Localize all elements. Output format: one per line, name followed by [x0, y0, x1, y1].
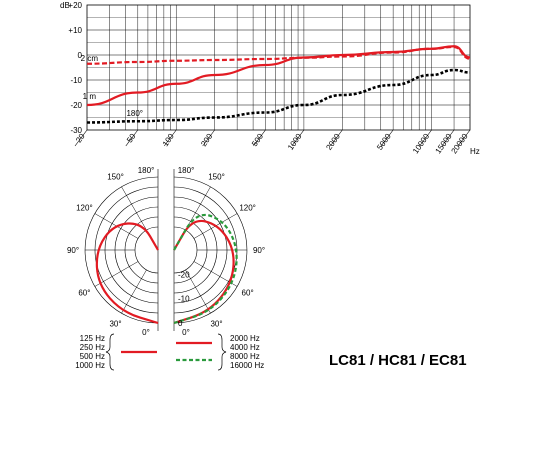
polar-angle-label-left: 180°	[138, 166, 155, 175]
x-tick-mark	[380, 129, 394, 147]
series-label-2cm: 2 cm	[81, 54, 99, 63]
polar-angle-label-left: 150°	[107, 172, 124, 181]
x-tick-mark	[125, 129, 139, 147]
polar-angle-label-right: 60°	[242, 289, 254, 298]
x-tick-label: 10000	[411, 132, 431, 156]
frequency-curves	[86, 45, 471, 124]
x-tick-mark	[74, 129, 88, 147]
x-tick-label: 2000	[324, 132, 342, 152]
polar-ring-right	[173, 226, 198, 274]
x-tick-label: 20000	[450, 132, 470, 156]
polar-spoke-left	[121, 269, 147, 314]
x-tick-mark	[202, 129, 215, 147]
polar-spoke-left	[94, 261, 139, 287]
x-tick-label: 1000	[286, 132, 304, 152]
polar-angle-label-left: 120°	[76, 204, 93, 213]
legend-left-3: 1000 Hz	[75, 361, 105, 370]
legend-right-solid-0: 2000 Hz	[230, 334, 260, 343]
legend-right-solid-1: 4000 Hz	[230, 343, 260, 352]
polar-legend: 125 Hz 250 Hz 500 Hz 1000 Hz 2000 Hz 400…	[75, 333, 264, 371]
y-tick-label: 0	[78, 51, 83, 60]
polar-angle-label-right: 150°	[208, 172, 225, 181]
y-tick-label: -10	[70, 76, 82, 85]
series-label-1m: 1 m	[83, 92, 97, 101]
polar-ring-label: -20	[178, 270, 190, 279]
polar-angle-label-left: 0°	[142, 328, 150, 337]
x-unit-label: Hz	[470, 147, 480, 156]
legend-left-0: 125 Hz	[80, 334, 105, 343]
legend-left-2: 500 Hz	[80, 352, 105, 361]
polar-angle-label-left: 60°	[78, 289, 90, 298]
x-tick-mark	[330, 129, 343, 147]
polar-grid	[84, 169, 248, 331]
polar-series-0	[95, 222, 159, 325]
polar-angle-label-right: 0°	[182, 328, 190, 337]
series-line-1	[86, 45, 471, 107]
legend-left-brace	[105, 333, 115, 371]
x-tick-mark	[457, 129, 471, 147]
y-unit-label: dB	[60, 1, 70, 10]
polar-series-2	[173, 213, 238, 325]
frequency-labels: dB Hz 2 cm 1 m 180°	[60, 1, 480, 156]
y-tick-label: -30	[70, 126, 82, 135]
polar-ring-left	[134, 226, 159, 274]
x-tick-mark	[253, 129, 266, 147]
polar-ring-label: -10	[178, 295, 190, 304]
x-tick-label: 50	[125, 132, 138, 145]
polar-angle-label-left: 30°	[109, 320, 121, 329]
polar-spoke-right	[185, 186, 211, 231]
x-tick-label: 200	[199, 132, 214, 149]
polar-labels: 180° 180° 150° 150° 120° 120° 90° 90° 60° 60° 30° 3…	[67, 166, 265, 337]
series-line-2	[86, 68, 471, 124]
series-label-180: 180°	[126, 109, 143, 118]
polar-angle-label-right: 30°	[210, 320, 222, 329]
legend-left-1: 250 Hz	[80, 343, 105, 352]
legend-right-brace	[217, 333, 227, 371]
x-tick-mark	[419, 129, 432, 147]
y-tick-label: +20	[68, 1, 82, 10]
polar-angle-label-left: 90°	[67, 246, 79, 255]
polar-pattern: 180° 180° 150° 150° 120° 120° 90° 90° 60° 60° 30° 3…	[67, 166, 265, 337]
x-tick-mark	[291, 129, 305, 147]
polar-angle-label-right: 90°	[253, 246, 265, 255]
polar-angle-label-right: 180°	[178, 166, 195, 175]
x-tick-mark	[441, 129, 455, 147]
polar-ring-label: 0	[178, 319, 183, 328]
y-tick-label: -20	[70, 101, 82, 110]
model-title: LC81 / HC81 / EC81	[329, 352, 467, 369]
x-tick-label: 500	[250, 132, 265, 149]
polar-spoke-right	[185, 269, 211, 314]
polar-angle-label-right: 120°	[239, 204, 256, 213]
polar-spoke-left	[121, 186, 147, 231]
x-tick-label: 100	[161, 132, 176, 149]
polar-curves	[95, 213, 238, 325]
y-tick-label: +10	[68, 26, 82, 35]
legend-right-dashed-0: 8000 Hz	[230, 352, 260, 361]
x-tick-mark	[163, 129, 177, 147]
legend-right-dashed-1: 16000 Hz	[230, 361, 264, 370]
x-tick-label: 5000	[375, 132, 393, 152]
polar-series-1	[173, 219, 235, 325]
